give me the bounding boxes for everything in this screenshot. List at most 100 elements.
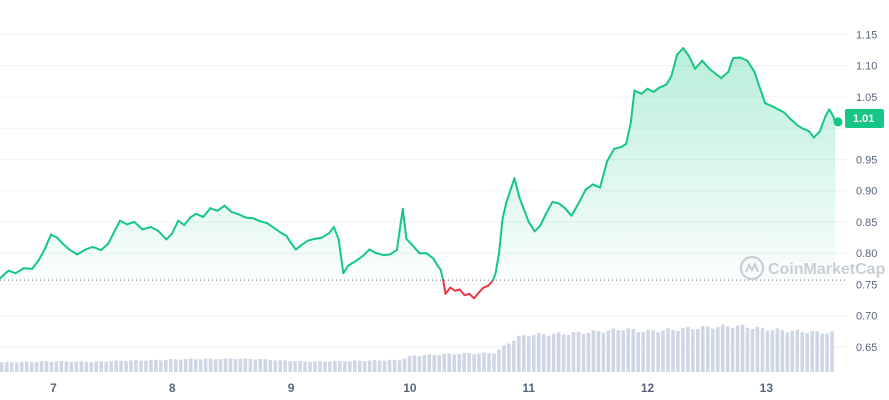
y-tick-label: 1.05 xyxy=(856,92,877,104)
y-tick-label: 0.65 xyxy=(856,342,877,354)
volume-bar xyxy=(34,361,39,372)
price-line-segment xyxy=(395,207,404,252)
volume-bar xyxy=(139,360,143,372)
price-line-segment xyxy=(31,258,41,270)
volume-bar xyxy=(442,354,447,372)
volume-bar xyxy=(795,329,800,372)
volume-bar xyxy=(551,333,556,372)
volume-bar xyxy=(228,358,233,372)
volume-bar xyxy=(203,358,208,372)
price-line-segment xyxy=(551,200,560,205)
x-tick-label: 11 xyxy=(522,381,535,395)
volume-bar xyxy=(646,329,650,372)
volume-bar xyxy=(566,334,571,372)
price-line-segment xyxy=(216,204,226,212)
price-line-segment xyxy=(789,117,799,127)
price-line-segment xyxy=(727,57,735,73)
volume-bar xyxy=(472,354,476,372)
x-axis-ticks: 7 8 9 10 11 12 13 xyxy=(50,381,773,395)
y-tick-label: 0.85 xyxy=(856,217,877,229)
volume-bar xyxy=(805,333,809,372)
volume-bar xyxy=(303,361,307,372)
volume-bar xyxy=(164,360,168,372)
price-line-segment xyxy=(501,202,508,220)
volume-bar xyxy=(591,330,596,372)
volume-bar xyxy=(422,355,427,372)
volume-bar xyxy=(830,331,834,372)
volume-bar xyxy=(174,359,178,372)
volume-bar xyxy=(159,360,163,372)
volume-bar xyxy=(755,326,760,372)
price-line-segment xyxy=(633,89,643,95)
coinmarketcap-watermark: CoinMarketCap xyxy=(739,255,886,281)
price-line-segment xyxy=(518,195,525,211)
volume-bar xyxy=(333,360,337,372)
volume-bar xyxy=(800,332,805,372)
volume-bar xyxy=(169,359,173,372)
volume-bar xyxy=(527,336,531,372)
price-line-segment xyxy=(591,183,601,189)
volume-bar xyxy=(417,356,422,372)
volume-bar xyxy=(109,361,113,372)
price-line-segment xyxy=(388,249,398,256)
x-tick-label: 10 xyxy=(403,381,417,395)
price-line-segment xyxy=(824,108,831,117)
price-line-segment xyxy=(732,56,742,60)
price-line-segment xyxy=(14,267,25,275)
volume-bar xyxy=(437,355,442,372)
volume-bar xyxy=(785,332,790,372)
price-line-segment xyxy=(527,220,536,233)
volume-bar xyxy=(750,328,755,372)
volume-bar xyxy=(730,327,735,372)
volume-bar xyxy=(636,332,640,372)
volume-bar xyxy=(178,359,183,372)
volume-bar xyxy=(377,360,382,372)
price-line-segment xyxy=(682,47,691,58)
price-line-segment xyxy=(640,87,649,95)
price-line-segment xyxy=(505,187,512,205)
volume-bar xyxy=(338,360,342,372)
price-line-segment xyxy=(189,212,198,219)
volume-bar xyxy=(517,335,521,372)
volume-bar xyxy=(740,324,745,372)
volume-bar xyxy=(318,361,322,372)
volume-bar xyxy=(193,359,198,372)
price-line-segment xyxy=(468,292,476,300)
volume-bar xyxy=(536,332,541,372)
volume-bar xyxy=(447,353,452,372)
price-line-segment xyxy=(177,219,186,227)
price-line-segment xyxy=(332,225,340,241)
price-line-segment xyxy=(84,245,94,251)
price-line-segment xyxy=(563,206,573,217)
volume-bar xyxy=(74,361,79,372)
volume-bar xyxy=(4,361,9,372)
price-line-segment xyxy=(230,210,240,216)
volume-bar xyxy=(606,330,611,372)
volume-bar xyxy=(710,328,715,372)
volume-bar xyxy=(457,354,461,372)
volume-bar xyxy=(522,335,526,372)
volume-bar xyxy=(124,361,128,372)
volume-bar xyxy=(790,330,795,372)
volume-bar xyxy=(144,360,148,372)
volume-bar xyxy=(820,333,824,372)
volume-bar xyxy=(94,361,99,372)
volume-bar xyxy=(89,362,94,372)
price-line-segment xyxy=(720,70,730,80)
price-line-segment xyxy=(509,177,516,190)
current-price-label: 1.01 xyxy=(853,113,874,125)
volume-bar xyxy=(512,340,516,372)
volume-bar xyxy=(69,361,74,372)
volume-bar xyxy=(467,353,471,372)
volume-bar xyxy=(313,361,317,372)
price-line-segment xyxy=(613,145,623,150)
volume-bar xyxy=(760,327,765,372)
price-line-segment xyxy=(273,227,283,235)
volume-bar xyxy=(24,361,29,372)
price-line-segment xyxy=(425,252,435,260)
price-line-segment xyxy=(764,102,774,108)
price-line-segment xyxy=(99,242,110,252)
volume-bar xyxy=(681,328,685,372)
price-line-segment xyxy=(91,245,102,252)
